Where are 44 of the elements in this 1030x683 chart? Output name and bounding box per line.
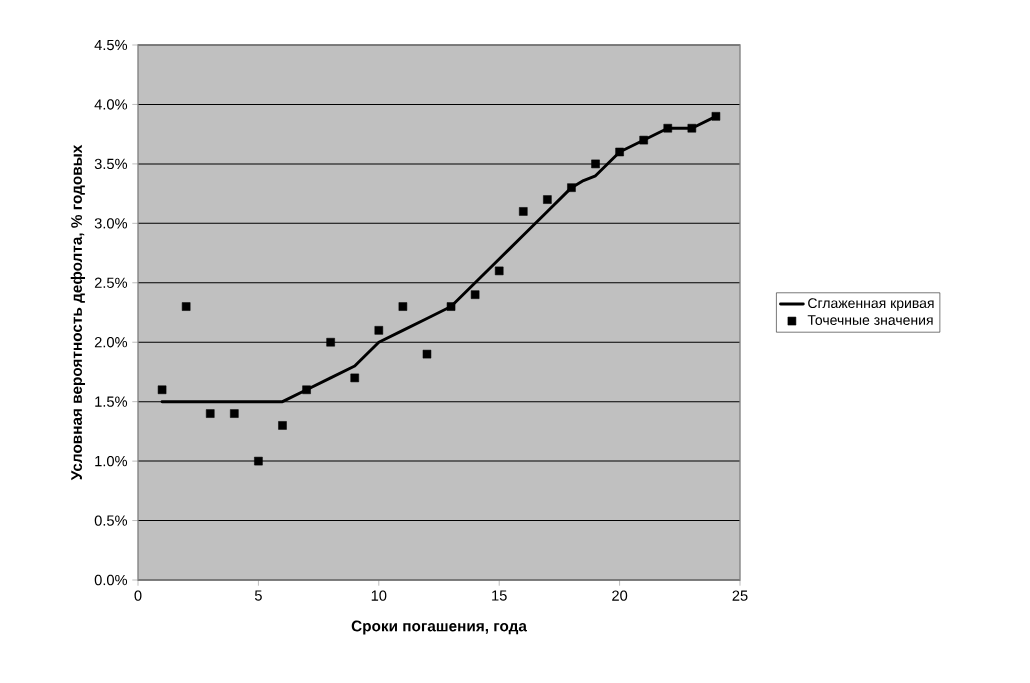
y-tick-label: 2.0%: [94, 337, 128, 348]
point: [326, 337, 335, 347]
x-tick-label: 15: [492, 590, 507, 601]
point: [591, 159, 600, 169]
y-tick-label: 0.0%: [94, 574, 128, 586]
legend-label: Точечные значения: [807, 315, 933, 326]
point: [687, 123, 697, 133]
point: [422, 349, 432, 359]
y-tick-label: 4.5%: [94, 39, 128, 51]
point: [494, 266, 504, 276]
point: [205, 409, 215, 418]
y-tick-label: 3.5%: [94, 158, 128, 170]
point: [350, 373, 359, 383]
point: [254, 456, 263, 466]
x-tick-label: 25: [732, 590, 748, 601]
point: [711, 112, 721, 121]
point: [230, 409, 239, 418]
point: [663, 123, 673, 133]
point: [567, 183, 576, 192]
point: [470, 290, 480, 299]
x-tick-label: 5: [254, 590, 262, 601]
point: [398, 302, 408, 311]
x-tick-label: 20: [612, 590, 628, 601]
x-axis-title: Сроки погашения, года: [351, 620, 527, 635]
point: [615, 147, 624, 157]
point: [278, 421, 287, 430]
point: [543, 195, 552, 204]
point: [639, 135, 648, 145]
legend-label: Сглаженная кривая: [808, 298, 934, 311]
y-axis-title: Условная вероятность дефолта, % годовых: [70, 144, 86, 481]
y-tick-label: 0.5%: [94, 515, 128, 526]
point: [446, 302, 456, 311]
y-tick-label: 2.5%: [94, 277, 128, 288]
y-tick-label: 1.5%: [95, 396, 128, 407]
y-tick-label: 3.0%: [94, 218, 128, 229]
point: [181, 302, 191, 311]
point: [157, 385, 167, 395]
y-tick-label: 1.0%: [95, 455, 128, 467]
point: [302, 385, 311, 395]
y-tick-label: 4.0%: [94, 99, 128, 110]
point: [374, 326, 384, 335]
x-tick-label: 10: [371, 590, 387, 601]
point: [519, 207, 528, 216]
x-tick-label: 0: [134, 590, 142, 601]
